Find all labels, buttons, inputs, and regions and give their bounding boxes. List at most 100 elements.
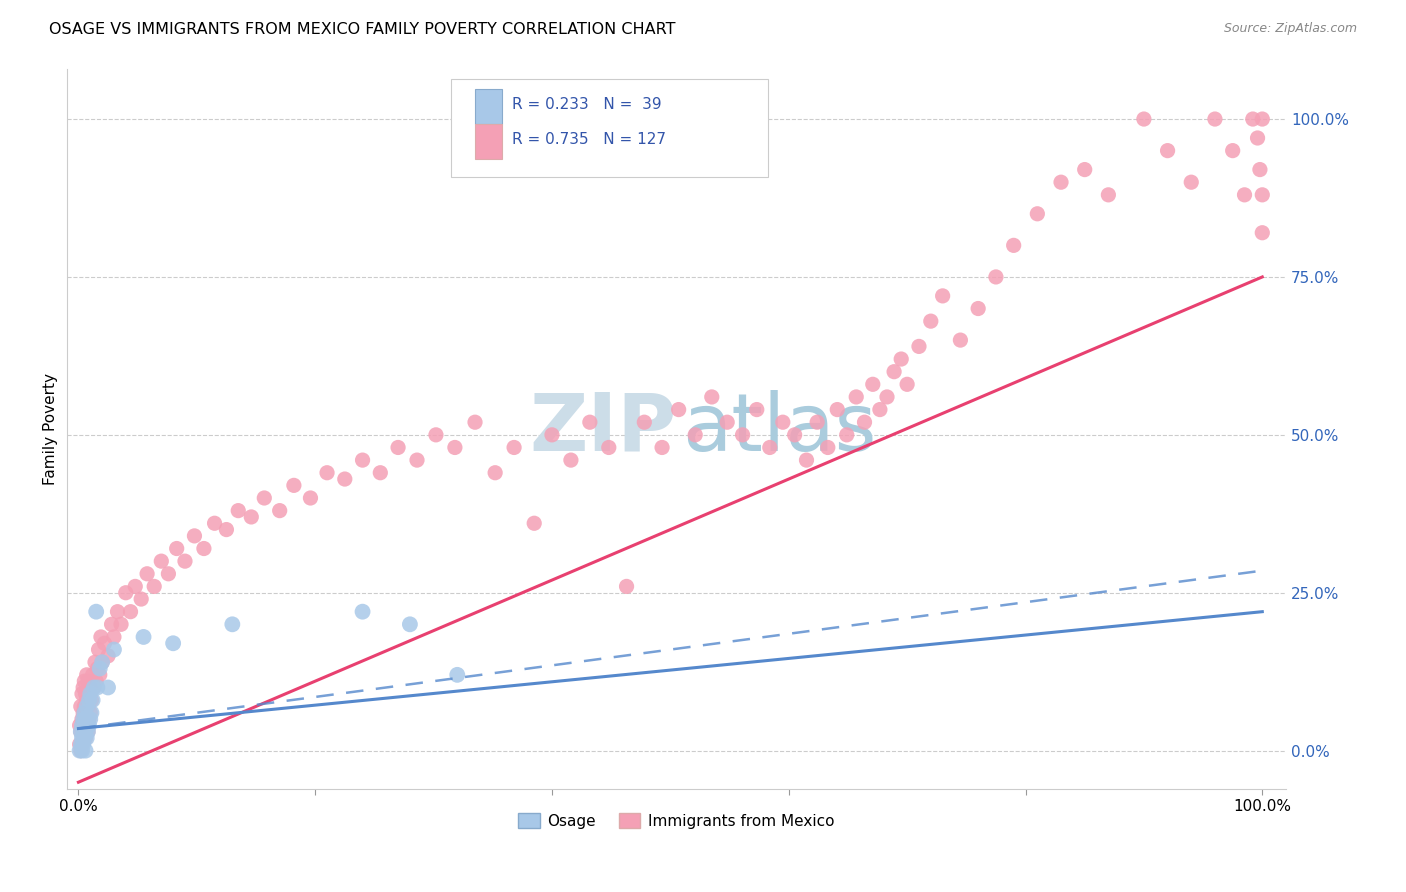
Point bbox=[129, 592, 152, 607]
Point bbox=[76, 718, 98, 732]
Point bbox=[79, 712, 101, 726]
Point bbox=[920, 314, 942, 328]
Point bbox=[240, 510, 263, 524]
Point bbox=[77, 724, 100, 739]
Point bbox=[70, 737, 93, 751]
Point bbox=[745, 402, 768, 417]
Point bbox=[150, 554, 173, 568]
Point bbox=[183, 529, 205, 543]
Point bbox=[283, 478, 305, 492]
Point bbox=[560, 453, 582, 467]
Point bbox=[633, 415, 655, 429]
Point bbox=[73, 699, 96, 714]
Point bbox=[136, 566, 159, 581]
Point bbox=[464, 415, 486, 429]
Point bbox=[77, 674, 100, 689]
Point bbox=[1050, 175, 1073, 189]
Point bbox=[1251, 187, 1274, 202]
Text: atlas: atlas bbox=[682, 390, 877, 467]
Point bbox=[853, 415, 876, 429]
Point bbox=[204, 516, 226, 531]
Point bbox=[75, 712, 97, 726]
Point bbox=[77, 687, 100, 701]
Point bbox=[333, 472, 356, 486]
Point bbox=[75, 731, 97, 745]
Point bbox=[1073, 162, 1095, 177]
Point bbox=[759, 441, 782, 455]
Point bbox=[446, 668, 468, 682]
Point bbox=[124, 579, 146, 593]
Point bbox=[73, 724, 96, 739]
Point bbox=[683, 427, 706, 442]
Point bbox=[86, 661, 108, 675]
Point bbox=[1204, 112, 1226, 126]
Point bbox=[931, 289, 953, 303]
Point bbox=[869, 402, 891, 417]
Point bbox=[352, 605, 374, 619]
Point bbox=[541, 427, 564, 442]
Point bbox=[503, 441, 526, 455]
Point bbox=[72, 724, 94, 739]
Point bbox=[890, 352, 912, 367]
Point bbox=[91, 655, 114, 669]
Point bbox=[72, 681, 94, 695]
Point bbox=[75, 744, 97, 758]
Point bbox=[82, 668, 104, 682]
Point bbox=[72, 712, 94, 726]
Point bbox=[143, 579, 166, 593]
Text: ZIP: ZIP bbox=[529, 390, 676, 467]
Point bbox=[352, 453, 374, 467]
Point bbox=[72, 706, 94, 720]
Point bbox=[1251, 112, 1274, 126]
Point bbox=[97, 681, 120, 695]
Point bbox=[84, 674, 107, 689]
Point bbox=[967, 301, 990, 316]
Point bbox=[523, 516, 546, 531]
Point bbox=[716, 415, 738, 429]
Point bbox=[406, 453, 429, 467]
Point bbox=[80, 693, 103, 707]
Point bbox=[69, 737, 91, 751]
Point bbox=[76, 699, 98, 714]
Point bbox=[77, 712, 100, 726]
Point bbox=[253, 491, 276, 505]
Point bbox=[1241, 112, 1264, 126]
Point bbox=[817, 441, 839, 455]
Point bbox=[76, 693, 98, 707]
Point bbox=[69, 737, 91, 751]
Point bbox=[90, 630, 112, 644]
Point bbox=[484, 466, 506, 480]
Point bbox=[1246, 131, 1268, 145]
Text: R = 0.233   N =  39: R = 0.233 N = 39 bbox=[512, 97, 661, 112]
Text: OSAGE VS IMMIGRANTS FROM MEXICO FAMILY POVERTY CORRELATION CHART: OSAGE VS IMMIGRANTS FROM MEXICO FAMILY P… bbox=[49, 22, 676, 37]
Point bbox=[93, 636, 115, 650]
Point bbox=[83, 681, 105, 695]
Point bbox=[896, 377, 918, 392]
Point bbox=[444, 441, 467, 455]
Point bbox=[387, 441, 409, 455]
Y-axis label: Family Poverty: Family Poverty bbox=[44, 373, 58, 484]
Point bbox=[73, 731, 96, 745]
Point bbox=[806, 415, 828, 429]
Point bbox=[76, 668, 98, 682]
Point bbox=[77, 693, 100, 707]
Point bbox=[69, 744, 91, 758]
Point bbox=[79, 687, 101, 701]
Point bbox=[908, 339, 931, 353]
Point bbox=[114, 586, 136, 600]
FancyBboxPatch shape bbox=[475, 89, 502, 124]
Point bbox=[103, 642, 125, 657]
Point bbox=[1026, 207, 1049, 221]
Point bbox=[949, 333, 972, 347]
Point bbox=[731, 427, 754, 442]
Point bbox=[89, 668, 111, 682]
Point bbox=[399, 617, 422, 632]
Point bbox=[1249, 162, 1271, 177]
Point bbox=[77, 699, 100, 714]
Point bbox=[91, 655, 114, 669]
Point bbox=[984, 269, 1007, 284]
Point bbox=[110, 617, 132, 632]
Point bbox=[862, 377, 884, 392]
Point bbox=[1180, 175, 1202, 189]
Point bbox=[783, 427, 806, 442]
